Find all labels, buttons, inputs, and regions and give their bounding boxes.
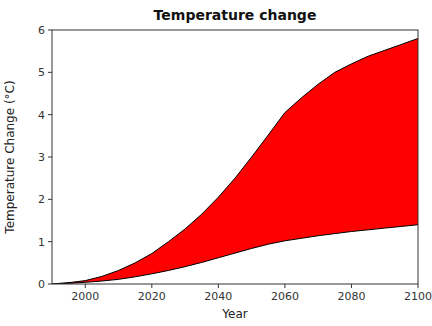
y-tick [48,241,52,242]
x-axis-label: Year [221,307,247,321]
x-tick [418,284,419,288]
y-tick [48,157,52,158]
y-tick-label: 3 [38,151,45,164]
chart-title: Temperature change [154,7,317,23]
y-tick-label: 1 [38,236,45,249]
x-tick [85,284,86,288]
x-tick [284,284,285,288]
y-tick [48,114,52,115]
x-tick-label: 2040 [204,290,232,303]
x-tick [351,284,352,288]
y-axis-label: Temperature Change (°C) [3,80,17,234]
y-tick [48,72,52,73]
plot-area [52,38,418,284]
y-tick-label: 2 [38,193,45,206]
y-tick [48,284,52,285]
y-tick [48,30,52,31]
x-tick-label: 2060 [271,290,299,303]
y-tick-label: 6 [38,24,45,37]
x-tick-label: 2020 [138,290,166,303]
chart: 2000 2020 2040 2060 2080 2100 0 1 2 3 4 5 6 Year Tempe… [0,0,432,326]
x-tick [151,284,152,288]
boundary-line [52,38,418,284]
y-tick [48,199,52,200]
x-tick-label: 2000 [71,290,99,303]
y-tick-label: 4 [38,109,45,122]
plot-frame [52,30,418,284]
boundary-line [52,225,418,284]
x-tick-label: 2080 [337,290,365,303]
y-tick-label: 5 [38,66,45,79]
y-tick-label: 0 [38,278,45,291]
range-fill [52,38,418,284]
x-tick [218,284,219,288]
x-tick-label: 2100 [404,290,432,303]
